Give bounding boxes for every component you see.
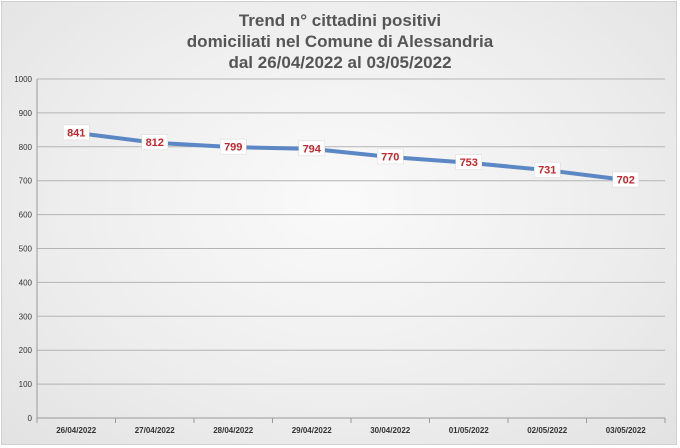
y-tick-label: 0 [28,414,33,423]
chart-title-line-1: Trend n° cittadini positivi [238,11,442,30]
chart-title-line-3: dal 26/04/2022 al 03/05/2022 [228,53,452,72]
x-tick-label: 28/04/2022 [213,426,254,435]
y-tick-label: 600 [19,211,33,220]
y-tick-label: 500 [19,245,33,254]
y-tick-label: 800 [19,143,33,152]
data-label-box [455,154,482,170]
data-label: 770 [381,151,399,163]
data-label: 799 [224,142,242,154]
y-tick-label: 300 [19,312,33,321]
data-label: 702 [617,175,635,187]
data-label-box [63,124,90,141]
y-tick-label: 100 [19,380,33,389]
data-label: 794 [303,143,322,155]
chart-title-line-2: domiciliati nel Comune di Alessandria [186,32,494,51]
x-tick-label: 03/05/2022 [606,426,647,435]
data-label: 731 [538,165,556,177]
x-tick-label: 26/04/2022 [56,426,97,435]
x-tick-label: 29/04/2022 [292,426,333,435]
x-tick-label: 27/04/2022 [135,426,176,435]
data-label-box [220,138,247,155]
x-tick-label: 02/05/2022 [527,426,568,435]
data-label: 841 [67,127,85,139]
y-tick-label: 200 [19,346,33,355]
data-label-box [534,161,561,178]
y-tick-label: 400 [19,278,33,287]
data-label-box [377,148,404,165]
y-tick-label: 900 [19,109,33,118]
data-label-box [612,171,639,188]
x-tick-label: 01/05/2022 [449,426,490,435]
data-label-box [298,140,325,157]
data-label: 812 [146,137,164,149]
y-tick-label: 700 [19,177,33,186]
y-tick-label: 1000 [14,75,32,84]
data-label: 753 [460,157,478,169]
x-tick-label: 30/04/2022 [370,426,411,435]
data-label-box [141,134,168,150]
